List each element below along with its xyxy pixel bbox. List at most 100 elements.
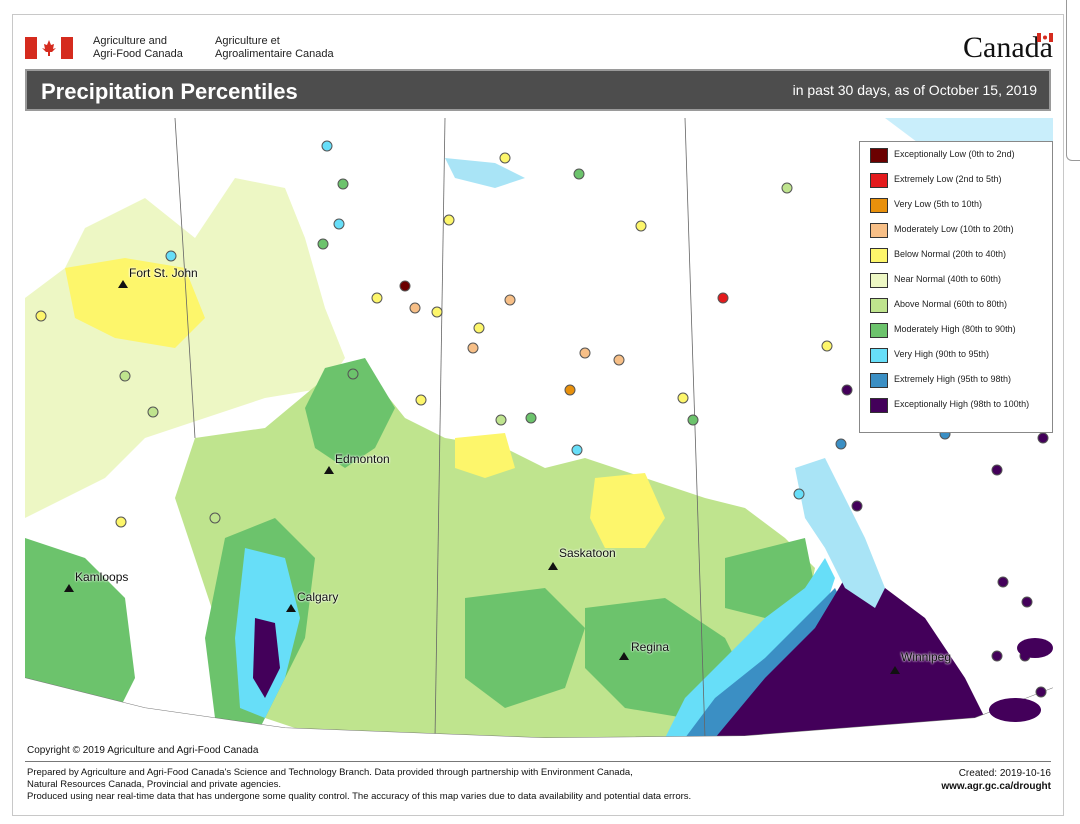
station-point — [781, 182, 793, 194]
footer-credits: Prepared by Agriculture and Agri-Food Ca… — [27, 767, 691, 803]
city-label-saskatoon: Saskatoon — [559, 546, 616, 560]
border-sk-mb — [684, 118, 706, 739]
station-point — [209, 512, 221, 524]
city-label-edmonton: Edmonton — [335, 452, 390, 466]
city-marker-regina — [619, 652, 629, 660]
city-label-kamloops: Kamloops — [75, 570, 129, 584]
precipitation-map — [25, 118, 1053, 758]
region-below-normal-3 — [590, 473, 665, 548]
lake-athabasca — [445, 158, 525, 188]
station-point — [835, 438, 847, 450]
station-point — [635, 220, 647, 232]
city-marker-saskatoon — [548, 562, 558, 570]
legend-swatch — [870, 198, 888, 213]
legend-swatch — [870, 323, 888, 338]
legend-item: Below Normal (20th to 40th) — [860, 245, 1050, 265]
government-header: Agriculture and Agri-Food Canada Agricul… — [13, 15, 1063, 67]
border-bc-ab — [174, 118, 196, 439]
city-marker-kamloops — [64, 584, 74, 592]
station-point — [841, 384, 853, 396]
region-exceptionally-high-calgary — [253, 618, 280, 698]
border-ab-sk — [434, 118, 446, 739]
city-label-regina: Regina — [631, 640, 670, 654]
department-name-english: Agriculture and Agri-Food Canada — [93, 35, 183, 61]
legend-swatch — [870, 298, 888, 313]
lake-winnipeg — [795, 458, 885, 608]
station-point — [571, 444, 583, 456]
station-point — [677, 392, 689, 404]
region-very-high-manitoba — [665, 558, 835, 738]
station-point — [147, 406, 159, 418]
map-area: Fort St. John Edmonton Kamloops Calgary … — [25, 118, 1053, 758]
region-extremely-high-manitoba — [685, 588, 845, 738]
map-legend: Exceptionally Low (0th to 2nd) Extremely… — [859, 141, 1053, 433]
station-point — [1021, 596, 1033, 608]
title-bar: Precipitation Percentiles in past 30 day… — [25, 69, 1051, 111]
city-label-fort-st-john: Fort St. John — [129, 266, 198, 280]
station-point — [573, 168, 585, 180]
footer-divider — [25, 761, 1051, 762]
legend-label: Near Normal (40th to 60th) — [894, 274, 1002, 284]
footer-line-1: Prepared by Agriculture and Agri-Food Ca… — [27, 767, 633, 778]
station-point — [793, 488, 805, 500]
footer-line-3: Produced using near real-time data that … — [27, 791, 692, 802]
legend-item: Moderately Low (10th to 20th) — [860, 220, 1050, 240]
legend-label: Above Normal (60th to 80th) — [894, 299, 1008, 309]
legend-swatch — [870, 173, 888, 188]
station-point — [504, 294, 516, 306]
legend-swatch — [870, 273, 888, 288]
station-point — [115, 516, 127, 528]
station-point — [119, 370, 131, 382]
legend-swatch — [870, 348, 888, 363]
exceptionally-high-patch-south — [989, 698, 1041, 722]
legend-item: Moderately High (80th to 90th) — [860, 320, 1050, 340]
city-marker-winnipeg — [890, 666, 900, 674]
legend-swatch — [870, 148, 888, 163]
station-point — [443, 214, 455, 226]
map-title: Precipitation Percentiles — [41, 79, 298, 104]
legend-item: Extremely Low (2nd to 5th) — [860, 170, 1050, 190]
station-point — [1037, 432, 1049, 444]
station-point — [1035, 686, 1047, 698]
station-point — [165, 250, 177, 262]
drought-url-link[interactable]: www.agr.gc.ca/drought — [941, 781, 1051, 792]
legend-label: Exceptionally High (98th to 100th) — [894, 399, 1030, 409]
outside-canada-mask — [25, 678, 1053, 758]
station-point — [991, 464, 1003, 476]
station-point — [415, 394, 427, 406]
station-point — [564, 384, 576, 396]
station-point — [333, 218, 345, 230]
city-label-winnipeg: Winnipeg — [901, 650, 952, 664]
legend-item: Very High (90th to 95th) — [860, 345, 1050, 365]
legend-item: Above Normal (60th to 80th) — [860, 295, 1050, 315]
wordmark-flag-icon — [1037, 33, 1053, 42]
station-point — [851, 500, 863, 512]
city-markers — [64, 280, 900, 674]
station-point — [499, 152, 511, 164]
footer-meta: Created: 2019-10-16 www.agr.gc.ca/drough… — [941, 767, 1051, 793]
exceptionally-high-patch-ontario — [1017, 638, 1053, 658]
station-point — [371, 292, 383, 304]
legend-label: Moderately Low (10th to 20th) — [894, 224, 1014, 234]
station-point — [525, 412, 537, 424]
legend-label: Moderately High (80th to 90th) — [894, 324, 1016, 334]
station-point — [495, 414, 507, 426]
station-point — [35, 310, 47, 322]
station-point — [467, 342, 479, 354]
legend-item: Very Low (5th to 10th) — [860, 195, 1050, 215]
station-point — [347, 368, 359, 380]
legend-item: Extremely High (95th to 98th) — [860, 370, 1050, 390]
station-point — [409, 302, 421, 314]
dept-en-line1: Agriculture and — [93, 35, 167, 47]
station-point — [321, 140, 333, 152]
legend-item: Exceptionally Low (0th to 2nd) — [860, 145, 1050, 165]
station-point — [821, 340, 833, 352]
station-point — [337, 178, 349, 190]
legend-item: Near Normal (40th to 60th) — [860, 270, 1050, 290]
legend-label: Extremely High (95th to 98th) — [894, 374, 1012, 384]
legend-label: Very High (90th to 95th) — [894, 349, 990, 359]
station-point — [613, 354, 625, 366]
station-point — [991, 650, 1003, 662]
station-point — [687, 414, 699, 426]
department-name-french: Agriculture et Agroalimentaire Canada — [215, 35, 334, 61]
